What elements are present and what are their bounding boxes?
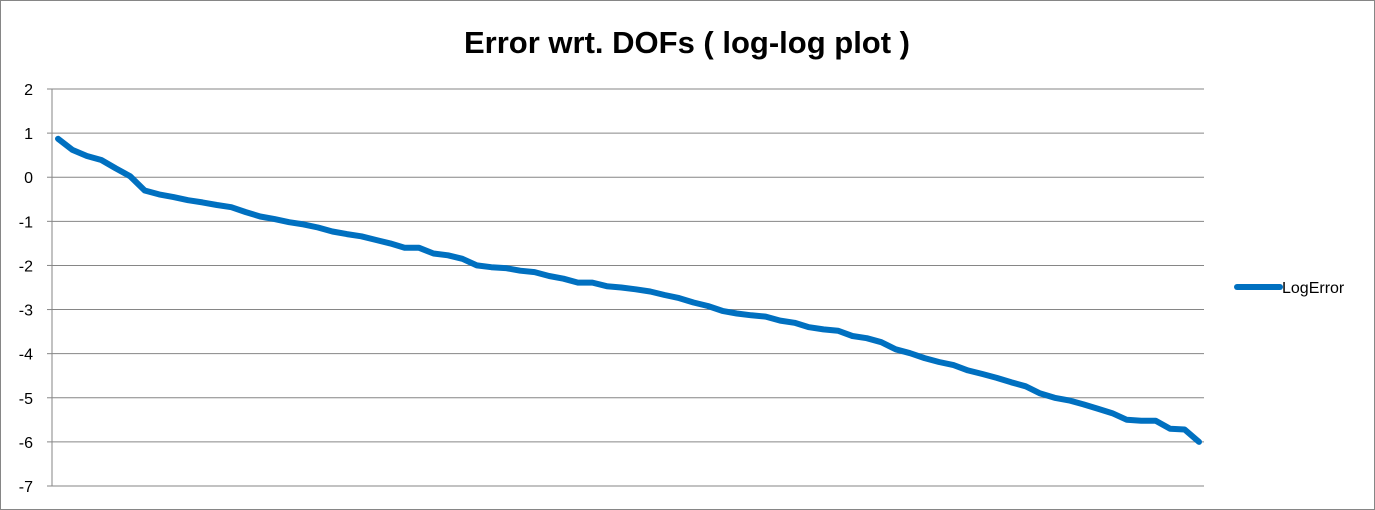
series-lines: [55, 135, 1202, 445]
gridlines: [52, 88, 1204, 443]
y-tick-label: -3: [19, 303, 33, 320]
series-line-logerror: [55, 135, 1202, 445]
y-tick-label: -1: [19, 214, 33, 231]
legend: LogError: [1234, 280, 1345, 297]
legend-label: LogError: [1282, 280, 1345, 297]
y-tick-label: 2: [24, 82, 33, 99]
y-tick-label: -6: [19, 435, 33, 452]
y-tick-label: -4: [19, 347, 33, 364]
y-tick-label: -5: [19, 391, 33, 408]
y-tick-label: 1: [24, 126, 33, 143]
chart-title: Error wrt. DOFs ( log-log plot ): [464, 25, 910, 60]
y-tick-label: -2: [19, 258, 33, 275]
y-tick-label: 0: [24, 170, 33, 187]
y-tick-label: -7: [19, 479, 33, 496]
y-tick-labels: 2 1 0 -1 -2 -3 -4 -5 -6 -7: [19, 82, 33, 496]
axes: [47, 88, 1204, 487]
